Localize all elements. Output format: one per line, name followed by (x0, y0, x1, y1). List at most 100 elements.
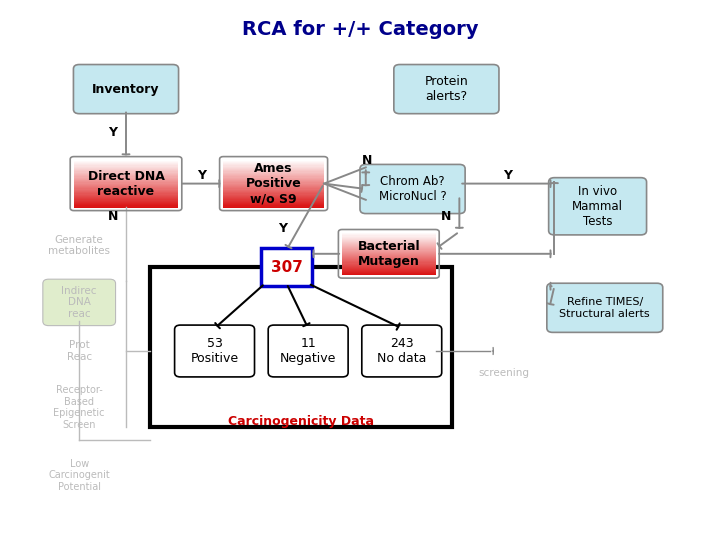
Bar (223, 185, 324, 186)
Bar (73, 187, 179, 188)
Text: Chrom Ab?
MicroNucl ?: Chrom Ab? MicroNucl ? (379, 175, 446, 203)
Bar (223, 183, 324, 184)
Bar (342, 272, 436, 273)
Bar (342, 242, 436, 243)
Bar (342, 253, 436, 254)
Bar (223, 201, 324, 202)
Bar (73, 196, 179, 197)
Bar (342, 234, 436, 235)
Bar (223, 174, 324, 175)
Bar (73, 201, 179, 202)
Bar (342, 252, 436, 253)
Text: Y: Y (279, 222, 287, 235)
Bar (223, 197, 324, 198)
Bar (342, 235, 436, 237)
Bar (223, 192, 324, 193)
Bar (73, 207, 179, 208)
Bar (342, 255, 436, 256)
Bar (223, 186, 324, 187)
Text: 53
Positive: 53 Positive (191, 337, 238, 365)
Bar (223, 199, 324, 201)
Bar (73, 166, 179, 168)
Bar (342, 264, 436, 265)
Bar (342, 247, 436, 248)
Bar (342, 270, 436, 271)
FancyBboxPatch shape (73, 65, 179, 114)
Bar (342, 233, 436, 234)
Bar (342, 251, 436, 252)
Bar (223, 190, 324, 191)
Text: 11
Negative: 11 Negative (280, 337, 336, 365)
Bar (223, 194, 324, 195)
Text: Refine TIMES/
Structural alerts: Refine TIMES/ Structural alerts (559, 297, 650, 319)
Bar (342, 267, 436, 268)
Text: Y: Y (197, 169, 206, 182)
Bar (223, 188, 324, 190)
Bar (223, 181, 324, 183)
Text: Y: Y (503, 169, 512, 182)
Bar (73, 202, 179, 203)
Bar (73, 175, 179, 176)
FancyBboxPatch shape (174, 325, 255, 377)
Bar (342, 240, 436, 241)
Bar (73, 188, 179, 190)
Bar (223, 169, 324, 170)
Bar (73, 179, 179, 180)
Bar (342, 246, 436, 247)
Bar (342, 265, 436, 266)
FancyBboxPatch shape (547, 283, 662, 332)
Bar (73, 169, 179, 170)
Bar (73, 204, 179, 206)
Text: Generate
metabolites: Generate metabolites (48, 235, 110, 256)
Bar (223, 162, 324, 163)
Bar (342, 274, 436, 275)
Bar (73, 184, 179, 185)
FancyBboxPatch shape (362, 325, 442, 377)
Bar (223, 207, 324, 208)
Text: N: N (441, 210, 451, 222)
FancyBboxPatch shape (394, 65, 499, 114)
Bar (73, 194, 179, 195)
Bar (223, 202, 324, 203)
Bar (223, 165, 324, 166)
Bar (223, 168, 324, 169)
Bar (223, 170, 324, 172)
Bar (73, 165, 179, 166)
Bar (223, 203, 324, 204)
Text: Indirec
DNA
reac: Indirec DNA reac (61, 286, 97, 319)
Bar (342, 271, 436, 272)
Text: Ames
Positive
w/o S9: Ames Positive w/o S9 (246, 162, 302, 205)
Text: Inventory: Inventory (92, 83, 160, 96)
Bar (223, 179, 324, 180)
Bar (73, 183, 179, 184)
Bar (73, 170, 179, 172)
Bar (342, 244, 436, 245)
Bar (342, 269, 436, 270)
Bar (223, 164, 324, 165)
Bar (342, 238, 436, 239)
Bar (73, 203, 179, 204)
Text: RCA for +/+ Category: RCA for +/+ Category (242, 20, 478, 39)
Bar (150, 267, 452, 427)
Bar (73, 178, 179, 179)
Bar (73, 186, 179, 187)
Bar (342, 266, 436, 267)
Bar (223, 175, 324, 176)
Bar (73, 206, 179, 207)
Text: 307: 307 (271, 260, 302, 275)
Bar (223, 204, 324, 206)
Bar (342, 241, 436, 242)
Bar (342, 239, 436, 240)
Bar (73, 168, 179, 169)
Bar (223, 159, 324, 160)
Bar (73, 164, 179, 165)
FancyBboxPatch shape (360, 164, 465, 213)
Bar (73, 176, 179, 178)
Bar (223, 176, 324, 178)
Bar (342, 260, 436, 261)
Bar (73, 162, 179, 163)
Text: Y: Y (109, 126, 117, 139)
FancyBboxPatch shape (268, 325, 348, 377)
Text: In vivo
Mammal
Tests: In vivo Mammal Tests (572, 185, 623, 228)
Bar (342, 262, 436, 264)
